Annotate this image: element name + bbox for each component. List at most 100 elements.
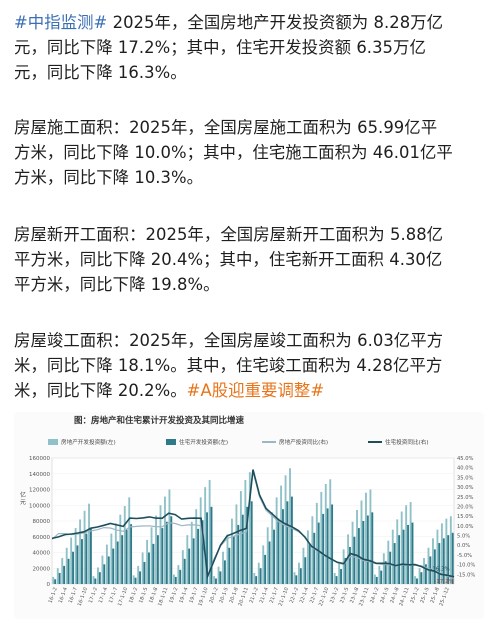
bar-real-estate-investment xyxy=(141,552,144,584)
bar-residential-investment xyxy=(241,514,244,584)
bar-residential-investment xyxy=(340,569,342,584)
hashtag-a-share[interactable]: #A股迎重要调整# xyxy=(186,381,325,400)
bar-residential-investment xyxy=(371,512,374,584)
bar-residential-investment xyxy=(94,578,97,584)
x-tick-label: 25-1-5 xyxy=(420,587,431,604)
bar-residential-investment xyxy=(165,521,168,584)
bar-real-estate-investment xyxy=(74,528,77,584)
bar-real-estate-investment xyxy=(378,565,381,584)
y2-tick-label: 20.0% xyxy=(457,504,474,510)
y-tick-label: 80000 xyxy=(33,519,51,525)
bar-real-estate-investment xyxy=(440,523,443,584)
bar-real-estate-investment xyxy=(436,529,439,584)
x-tick-label: 22-1-2 xyxy=(289,587,300,604)
bar-residential-investment xyxy=(331,504,334,584)
bar-real-estate-investment xyxy=(92,576,95,584)
bar-residential-investment xyxy=(402,529,405,584)
legend-item: 住宅开发投资额(左) xyxy=(166,438,228,446)
bar-real-estate-investment xyxy=(199,497,202,584)
bar-residential-investment xyxy=(156,535,159,584)
bar-residential-investment xyxy=(81,539,83,584)
x-tick-label: 18-1-2 xyxy=(128,587,139,604)
x-tick-label: 22-1-4 xyxy=(299,587,310,604)
bar-real-estate-investment xyxy=(396,519,399,584)
legend-swatch xyxy=(166,439,176,445)
paragraph-investment-text: 2025年，全国房地产开发投资额为 8.28万亿 元，同比下降 17.2%；其中… xyxy=(14,13,444,82)
bar-real-estate-investment xyxy=(172,574,175,584)
bar-real-estate-investment xyxy=(128,497,131,584)
bar-real-estate-investment xyxy=(356,509,358,584)
x-tick-label: 23-1-8 xyxy=(349,587,360,604)
bar-real-estate-investment xyxy=(266,527,269,584)
x-tick-label: 17-1-4 xyxy=(98,587,109,604)
bar-residential-investment xyxy=(192,538,195,584)
bar-residential-investment xyxy=(416,578,418,584)
bar-real-estate-investment xyxy=(423,558,425,584)
bar-real-estate-investment xyxy=(369,489,372,584)
bar-real-estate-investment xyxy=(231,518,233,584)
x-tick-label: 24-1-8 xyxy=(389,587,400,604)
legend-swatch xyxy=(262,441,276,443)
y2-tick-label: 10.0% xyxy=(457,524,474,530)
legend-item: 房地产投资同比(右) xyxy=(262,438,328,446)
bar-residential-investment xyxy=(89,528,92,584)
x-tick-label: 17-1-2 xyxy=(88,587,99,604)
x-tick-label: 23-1-2 xyxy=(329,587,340,604)
bar-residential-investment xyxy=(375,576,378,584)
paragraph-completed-area: 房屋竣工面积：2025年，全国房屋竣工面积为 6.03亿平方 米，同比下降 18… xyxy=(14,328,492,403)
x-tick-label: 16-1-4 xyxy=(58,587,69,604)
bar-real-estate-investment xyxy=(302,547,305,584)
y-tick-label: 100000 xyxy=(29,503,50,509)
bar-real-estate-investment xyxy=(293,572,296,584)
bar-residential-investment xyxy=(228,547,231,584)
bar-real-estate-investment xyxy=(445,518,448,584)
bar-residential-investment xyxy=(313,532,316,584)
hashtag-monitor[interactable]: #中指监测# xyxy=(14,13,108,32)
y2-tick-label: -10.0% xyxy=(457,563,475,569)
x-tick-label: 16-1-7 xyxy=(68,587,79,604)
bar-residential-investment xyxy=(63,565,66,584)
y-tick-label: 120000 xyxy=(29,488,50,494)
legend-swatch xyxy=(48,439,58,445)
x-tick-label: 18-1-8 xyxy=(148,587,159,604)
bar-residential-investment xyxy=(103,564,106,584)
chart-image[interactable]: 图：房地产和住宅累计开发投资及其同比增速 房地产开发投资额(左) 住宅开发投资额… xyxy=(14,412,484,619)
bar-residential-investment xyxy=(76,545,79,584)
x-tick-label: 21-1-2 xyxy=(249,587,260,604)
bar-real-estate-investment xyxy=(257,562,260,584)
chart-legend: 房地产开发投资额(左) 住宅开发投资额(左) 房地产投资同比(右) 住宅投资同比… xyxy=(48,430,468,456)
bar-real-estate-investment xyxy=(208,480,211,584)
bar-residential-investment xyxy=(420,572,423,584)
bar-real-estate-investment xyxy=(137,565,140,584)
bar-residential-investment xyxy=(215,578,217,584)
y-axis-label: 亿元 xyxy=(20,492,27,506)
bar-residential-investment xyxy=(290,496,293,584)
legend-label: 住宅投资同比(右) xyxy=(385,440,429,446)
y2-tick-label: 45.0% xyxy=(457,456,474,462)
bar-residential-investment xyxy=(250,501,253,584)
bar-real-estate-investment xyxy=(449,516,452,584)
bar-real-estate-investment xyxy=(409,502,412,584)
bar-real-estate-investment xyxy=(253,572,256,584)
bar-real-estate-investment xyxy=(83,510,86,584)
bar-residential-investment xyxy=(259,568,262,584)
bar-real-estate-investment xyxy=(65,547,68,584)
bar-real-estate-investment xyxy=(101,555,104,584)
bar-real-estate-investment xyxy=(168,489,171,584)
bar-real-estate-investment xyxy=(164,496,166,584)
y2-tick-label: 25.0% xyxy=(457,495,474,501)
bar-real-estate-investment xyxy=(248,472,251,584)
bar-residential-investment xyxy=(237,524,240,584)
y-tick-label: 60000 xyxy=(33,535,51,541)
bar-real-estate-investment xyxy=(226,534,229,584)
bar-real-estate-investment xyxy=(204,487,207,584)
bar-residential-investment xyxy=(116,541,119,584)
y-tick-label: 0 xyxy=(47,582,51,588)
bar-residential-investment xyxy=(380,570,383,584)
paragraph-investment: #中指监测# 2025年，全国房地产开发投资额为 8.28万亿 元，同比下降 1… xyxy=(14,10,492,85)
x-tick-label: 18-1-5 xyxy=(138,587,149,604)
bar-real-estate-investment xyxy=(414,576,417,584)
bar-real-estate-investment xyxy=(275,497,278,584)
x-tick-label: 16-1-2 xyxy=(48,587,59,604)
bar-real-estate-investment xyxy=(338,563,341,584)
